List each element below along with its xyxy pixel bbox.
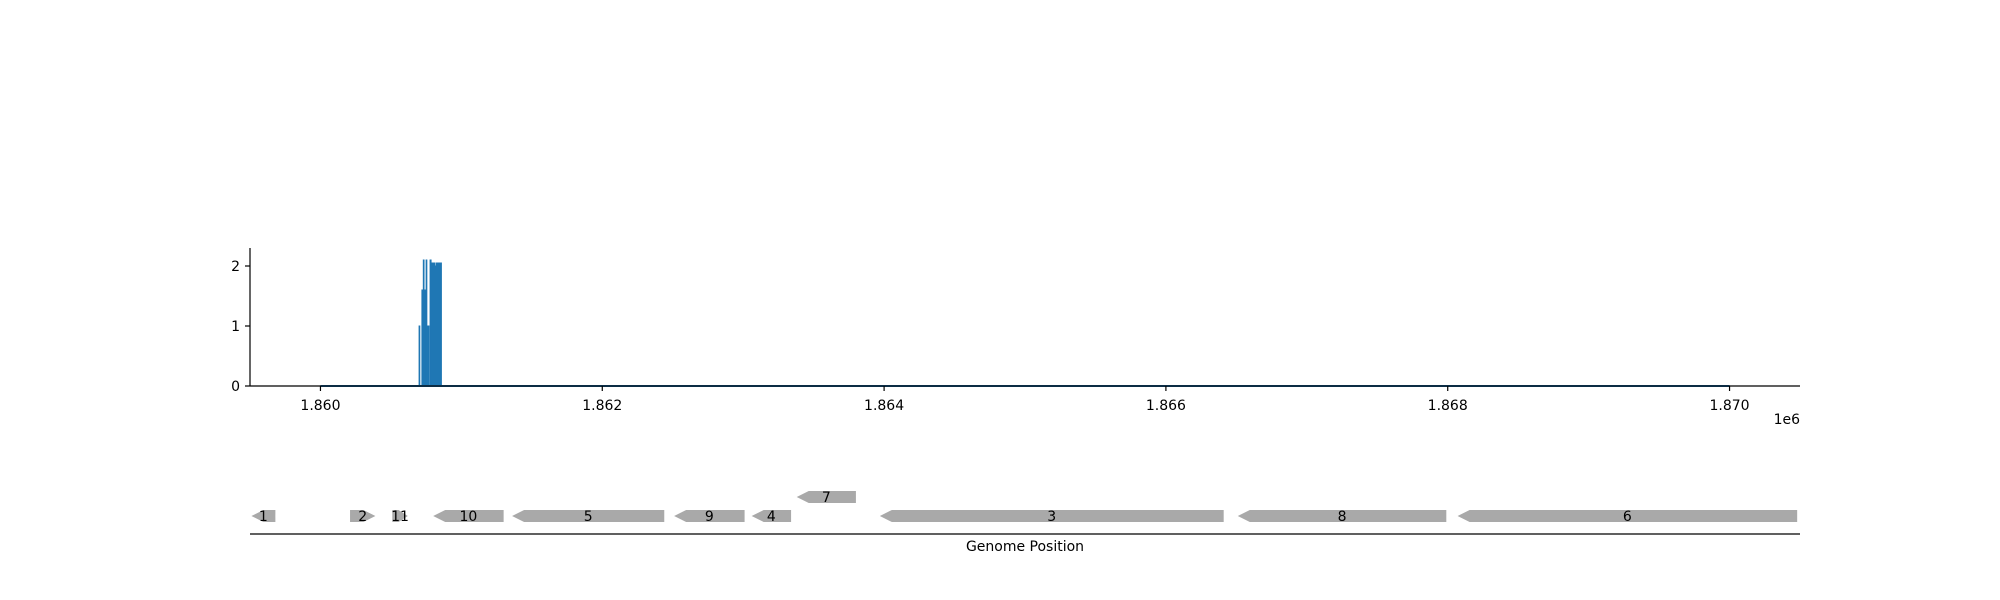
gene-label: 4 xyxy=(767,509,776,525)
gene-arrow xyxy=(1237,510,1447,522)
gene-arrow xyxy=(251,510,276,522)
gene-label: 1 xyxy=(259,509,268,525)
y-tick-label: 1 xyxy=(231,319,240,335)
coverage-area-path xyxy=(418,259,442,387)
gene-arrow xyxy=(350,510,376,522)
y-tick-label: 2 xyxy=(231,259,240,275)
gene-arrow xyxy=(392,510,408,522)
gene-label: 6 xyxy=(1623,509,1632,525)
coverage-y-ticks: 0 1 2 xyxy=(231,259,250,395)
gene-track-panel: 1 2 11 10 5 9 473 8 6 Genome Position xyxy=(250,490,1800,555)
gene-track-x-label: Genome Position xyxy=(966,539,1084,555)
x-tick-label: 1.868 xyxy=(1428,398,1468,414)
gene-arrow xyxy=(1457,510,1798,522)
gene-arrow xyxy=(796,491,856,503)
coverage-x-ticks: 1.860 1.862 1.864 1.866 1.868 1.870 xyxy=(300,386,1750,414)
gene-label: 3 xyxy=(1047,509,1056,525)
gene-label: 2 xyxy=(358,509,367,525)
gene-label: 5 xyxy=(584,509,593,525)
x-tick-label: 1.866 xyxy=(1146,398,1186,414)
gene-arrow xyxy=(674,510,745,522)
x-tick-label: 1.860 xyxy=(300,398,340,414)
x-tick-label: 1.862 xyxy=(582,398,622,414)
y-tick-label: 0 xyxy=(231,379,240,395)
gene-label: 9 xyxy=(705,509,714,525)
coverage-area xyxy=(320,259,1730,387)
gene-arrows: 1 2 11 10 5 9 473 8 6 xyxy=(251,490,1798,525)
gene-arrow xyxy=(751,510,792,522)
gene-label: 11 xyxy=(391,509,409,525)
coverage-panel: 0 1 2 1.860 1.862 1.864 1.866 1.868 1.870 1e6 xyxy=(231,248,1800,428)
gene-arrow xyxy=(512,510,665,522)
gene-label: 8 xyxy=(1338,509,1347,525)
gene-arrow xyxy=(433,510,504,522)
gene-label: 7 xyxy=(822,490,831,506)
x-offset-label: 1e6 xyxy=(1774,412,1801,428)
gene-arrow xyxy=(879,510,1224,522)
x-tick-label: 1.864 xyxy=(864,398,904,414)
gene-label: 10 xyxy=(459,509,477,525)
x-tick-label: 1.870 xyxy=(1709,398,1749,414)
